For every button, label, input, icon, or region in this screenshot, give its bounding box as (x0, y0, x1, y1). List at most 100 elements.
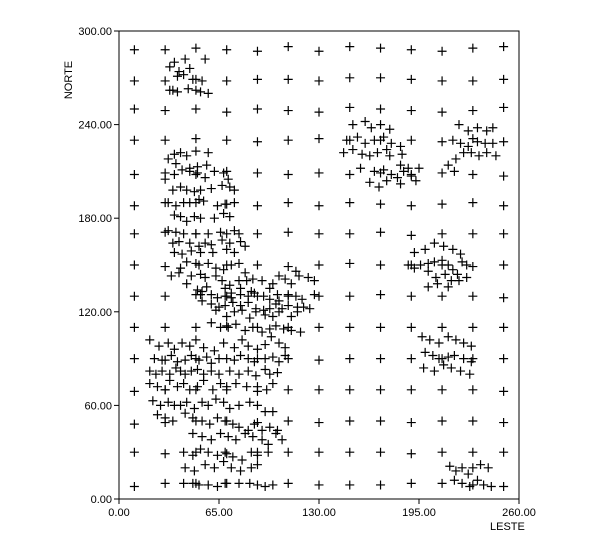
data-point (168, 416, 178, 426)
data-point (196, 269, 206, 279)
data-point (234, 478, 244, 488)
data-point (229, 307, 239, 317)
data-point (145, 379, 155, 389)
data-point (403, 260, 413, 270)
data-point (212, 201, 222, 211)
data-point (291, 266, 301, 276)
data-point (228, 297, 238, 307)
data-point (252, 480, 262, 490)
data-point (499, 293, 509, 303)
data-point (222, 107, 232, 117)
data-point (129, 386, 139, 396)
data-point (165, 375, 175, 385)
data-point (468, 463, 478, 473)
data-point (268, 379, 278, 389)
data-point (188, 450, 198, 460)
data-point (160, 291, 170, 301)
data-point (468, 262, 478, 272)
data-point (314, 46, 324, 56)
data-point (219, 457, 229, 467)
data-point (129, 170, 139, 180)
data-point (208, 385, 218, 395)
data-point (379, 165, 389, 175)
data-point (160, 135, 170, 145)
data-point (234, 276, 244, 286)
data-point (191, 146, 201, 156)
data-point (365, 177, 375, 187)
data-point (272, 290, 282, 300)
data-point (245, 397, 255, 407)
data-point (283, 106, 293, 116)
data-point (220, 283, 230, 293)
data-point (200, 54, 210, 64)
data-point (274, 271, 284, 281)
data-point (360, 138, 370, 148)
data-point (129, 76, 139, 86)
data-point (440, 269, 450, 279)
data-point (252, 201, 262, 211)
data-point (499, 322, 509, 332)
data-point (283, 416, 293, 426)
data-point (376, 322, 386, 332)
data-point (452, 269, 462, 279)
data-point (214, 369, 224, 379)
data-point (191, 170, 201, 180)
y-tick-label: 60.00 (84, 400, 112, 412)
data-point (226, 288, 236, 298)
data-point (129, 482, 139, 492)
data-point (171, 227, 181, 237)
data-point (200, 238, 210, 248)
data-point (154, 341, 164, 351)
data-point (252, 450, 262, 460)
data-point (283, 170, 293, 180)
data-point (236, 283, 246, 293)
data-point (188, 478, 198, 488)
data-point (177, 249, 187, 259)
data-point (472, 137, 482, 147)
data-point (243, 297, 253, 307)
data-point (345, 416, 355, 426)
data-point (225, 182, 235, 192)
data-point (160, 174, 170, 184)
data-point (176, 212, 186, 222)
data-point (177, 338, 187, 348)
data-point (262, 385, 272, 395)
data-point (437, 168, 447, 178)
data-point (420, 244, 430, 254)
data-point (169, 170, 179, 180)
data-point (156, 400, 166, 410)
data-point (234, 229, 244, 239)
data-point (229, 185, 239, 195)
data-point (157, 355, 167, 365)
data-point (152, 410, 162, 420)
data-point (237, 305, 247, 315)
data-point (283, 301, 293, 311)
data-point (468, 106, 478, 116)
data-point (466, 357, 476, 367)
data-point (220, 291, 230, 301)
data-point (446, 276, 456, 286)
data-point (429, 238, 439, 248)
data-point (188, 428, 198, 438)
data-point (217, 235, 227, 245)
data-point (488, 123, 498, 133)
data-point (214, 354, 224, 364)
data-point (248, 322, 258, 332)
data-point (283, 227, 293, 237)
data-point (168, 185, 178, 195)
data-point (160, 76, 170, 86)
x-tick-label: 195.00 (402, 507, 436, 519)
data-point (206, 366, 216, 376)
data-point (243, 354, 253, 364)
data-point (234, 369, 244, 379)
data-point (271, 299, 281, 309)
data-point (314, 134, 324, 144)
data-point (446, 363, 456, 373)
data-point (499, 260, 509, 270)
data-point (479, 480, 489, 490)
data-point (160, 106, 170, 116)
data-point (197, 397, 207, 407)
data-point (176, 148, 186, 158)
data-point (246, 463, 256, 473)
data-point (206, 435, 216, 445)
